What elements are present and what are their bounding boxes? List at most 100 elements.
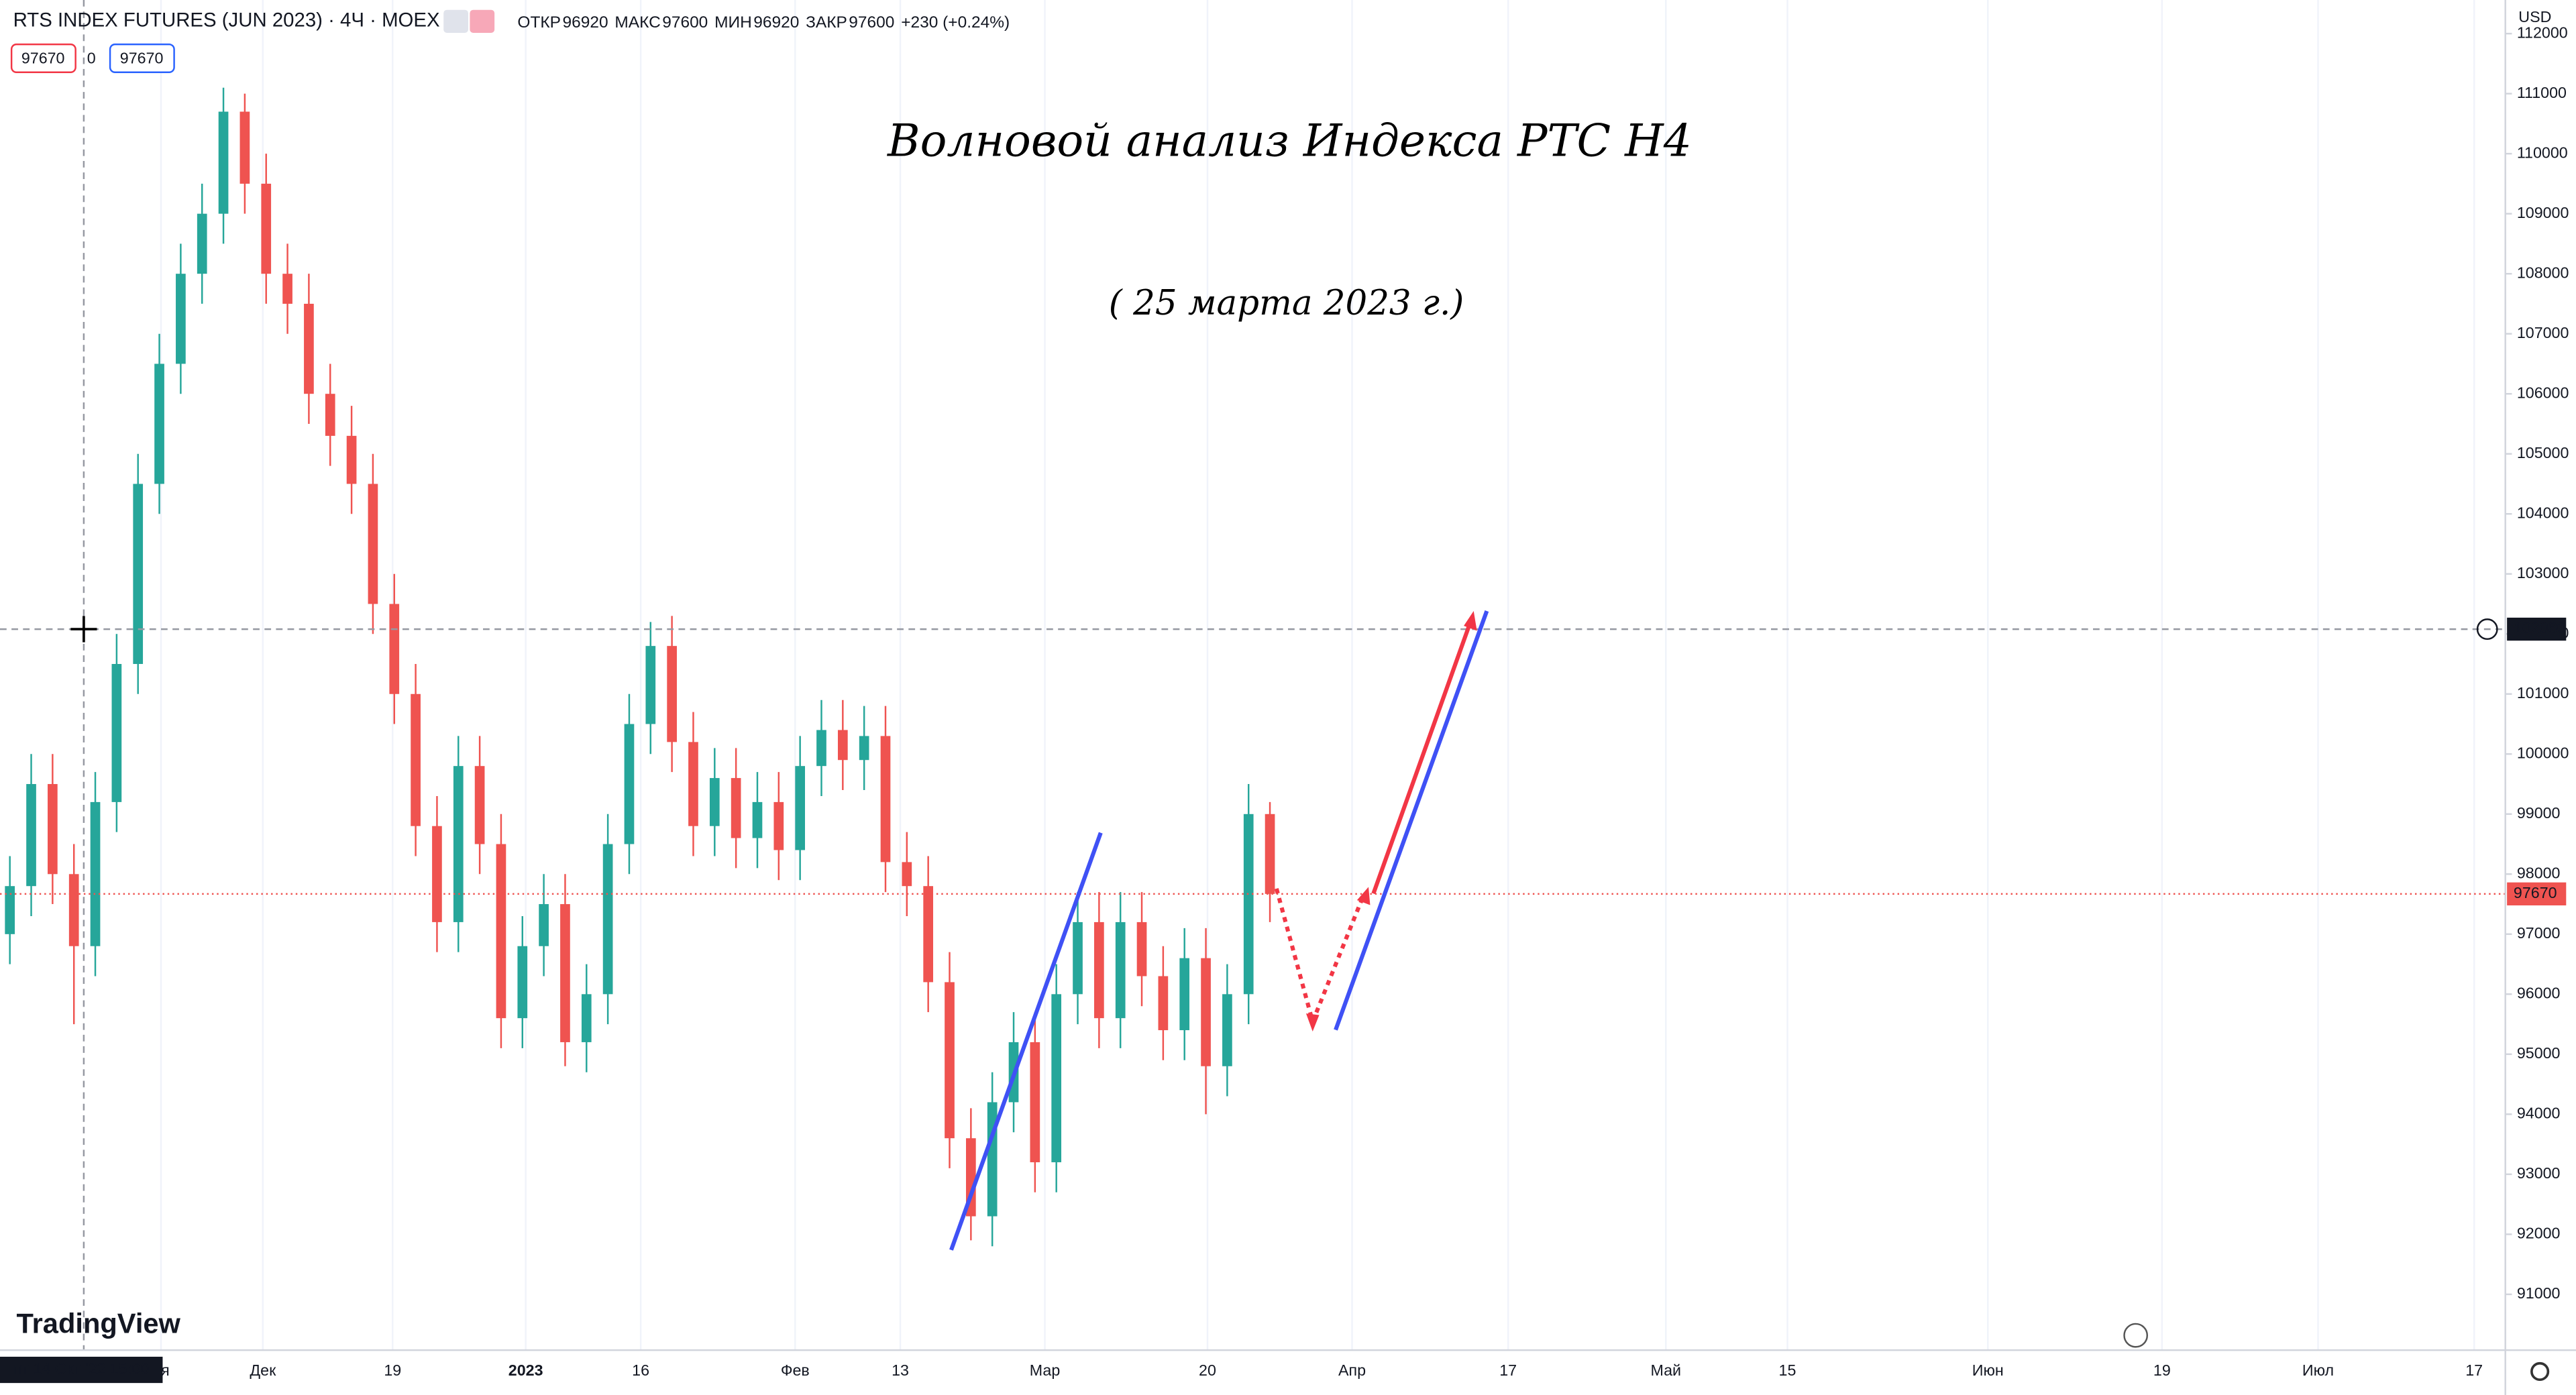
add-alert — [2476, 618, 2498, 640]
candle-body — [945, 982, 955, 1139]
candle-body — [111, 664, 122, 802]
y-tick-label: 107000 — [2517, 324, 2569, 341]
last-price-box — [2507, 882, 2567, 905]
x-tick-label: 19 — [384, 1361, 401, 1379]
ohlc-label: ОТКР — [517, 13, 561, 32]
ohlc-value: 96920 — [753, 13, 799, 32]
candle-body — [282, 274, 292, 304]
x-tick-label: 19 — [2153, 1361, 2171, 1379]
wave-arrow — [1371, 616, 1474, 895]
candle-body — [68, 874, 79, 946]
candle-body — [474, 766, 485, 844]
candle-body — [218, 111, 229, 214]
candle-body — [1115, 922, 1126, 1019]
candle-body — [304, 303, 314, 394]
candle-body — [560, 904, 570, 1042]
candle-body — [90, 801, 101, 946]
candle-body — [539, 904, 549, 946]
candle-body — [880, 736, 891, 862]
ohlc-label: МАКС — [614, 13, 660, 32]
x-tick-label: 17 — [1499, 1361, 1517, 1379]
candle-body — [1222, 994, 1232, 1066]
icon[interactable] — [470, 9, 495, 33]
x-tick-label: 13 — [892, 1361, 909, 1379]
icon[interactable] — [2123, 1323, 2149, 1348]
x-tick-label: 15 — [1779, 1361, 1796, 1379]
axes: 91000 92000 93000 94000 95000 96000 97000 98000… — [0, 23, 2569, 1384]
y-tick-label: 95000 — [2517, 1044, 2561, 1062]
candle-body — [1094, 922, 1104, 1019]
candle-body — [581, 994, 592, 1042]
annotation-title: Волновой анализ Индекса РТС Н4 — [887, 115, 1692, 167]
candle-body — [1158, 976, 1169, 1031]
y-tick-label: 105000 — [2517, 444, 2569, 461]
brand: TradingView — [16, 1307, 180, 1339]
candle-body — [987, 1102, 998, 1217]
candle-body — [731, 778, 741, 838]
x-tick-label: Июл — [2302, 1361, 2334, 1379]
badge: 0 — [87, 49, 96, 66]
y-tick-label: 109000 — [2517, 204, 2569, 221]
candle-body — [709, 778, 720, 826]
candle-body — [1073, 922, 1083, 995]
candle-body — [1179, 958, 1190, 1031]
candle-body — [411, 693, 421, 826]
candle-body — [176, 274, 186, 364]
crosshair-cursor — [70, 616, 97, 643]
crosshair-time-label: пт 14 Окт '22 15:00 — [13, 1360, 150, 1378]
crosshair-price-label: 102080 — [2514, 619, 2566, 636]
change: +230 (+0.24%) — [901, 13, 1010, 32]
y-tick-label: 111000 — [2517, 84, 2567, 101]
ohlc: ОТКР 96920 МАКС 97600 МИН 96920 ЗАКР 97600 +230 … — [517, 13, 1010, 32]
x-tick-label: 17 — [2465, 1361, 2483, 1379]
candle-body — [1030, 1042, 1040, 1162]
ohlc-label: МИН — [714, 13, 752, 32]
candle-body — [816, 730, 826, 767]
x-tick-label: Июн — [1972, 1361, 2004, 1379]
candle-body — [325, 394, 335, 436]
candle-body — [837, 730, 848, 761]
y-tick-label: 92000 — [2517, 1225, 2561, 1242]
crosshair-price-box — [2507, 617, 2567, 641]
candle-body — [261, 183, 272, 274]
candles — [0, 0, 2506, 1351]
icon[interactable] — [443, 9, 468, 33]
y-tick-label: 94000 — [2517, 1104, 2561, 1121]
candle-body — [688, 742, 698, 826]
candle-body — [48, 784, 58, 875]
candle-body — [902, 862, 912, 887]
y-tick-label: 91000 — [2517, 1284, 2561, 1302]
last-price-label: 97670 — [2514, 884, 2557, 901]
x-tick-label: Апр — [1338, 1361, 1366, 1379]
y-tick-label: 106000 — [2517, 384, 2569, 401]
ohlc-value: 96920 — [562, 13, 608, 32]
currency[interactable]: USD — [2518, 8, 2551, 25]
y-tick-label: 104000 — [2517, 504, 2569, 521]
y-tick-label: 99000 — [2517, 804, 2561, 822]
candle-body — [923, 886, 934, 983]
badges: 97670 0 97670 — [10, 43, 175, 73]
candle-body — [1051, 994, 1062, 1162]
candle-body — [389, 604, 400, 694]
trend-line — [1334, 610, 1489, 1031]
candle-body — [752, 801, 763, 838]
candle-body — [239, 111, 250, 184]
candle-body — [795, 766, 805, 850]
candle-body — [1243, 814, 1254, 995]
crosshair-time-box — [0, 1356, 163, 1384]
candle-body — [773, 801, 784, 850]
candle-body — [346, 435, 357, 484]
trend-line — [949, 832, 1103, 1251]
y-tick-label: 98000 — [2517, 864, 2561, 881]
x-tick-label: 2023 — [508, 1361, 543, 1379]
settings-icon[interactable] — [2530, 1361, 2550, 1382]
candle-body — [624, 724, 635, 844]
wave-dotted — [1274, 888, 1366, 1028]
arrow-head — [1464, 611, 1477, 631]
ohlc-value: 97600 — [849, 13, 894, 32]
y-tick-label: 103000 — [2517, 564, 2569, 581]
y-tick-label: 96000 — [2517, 984, 2561, 1001]
symbol: RTS INDEX FUTURES (JUN 2023) · 4Ч · MOEX — [13, 9, 440, 32]
arrow-head — [1356, 887, 1371, 905]
